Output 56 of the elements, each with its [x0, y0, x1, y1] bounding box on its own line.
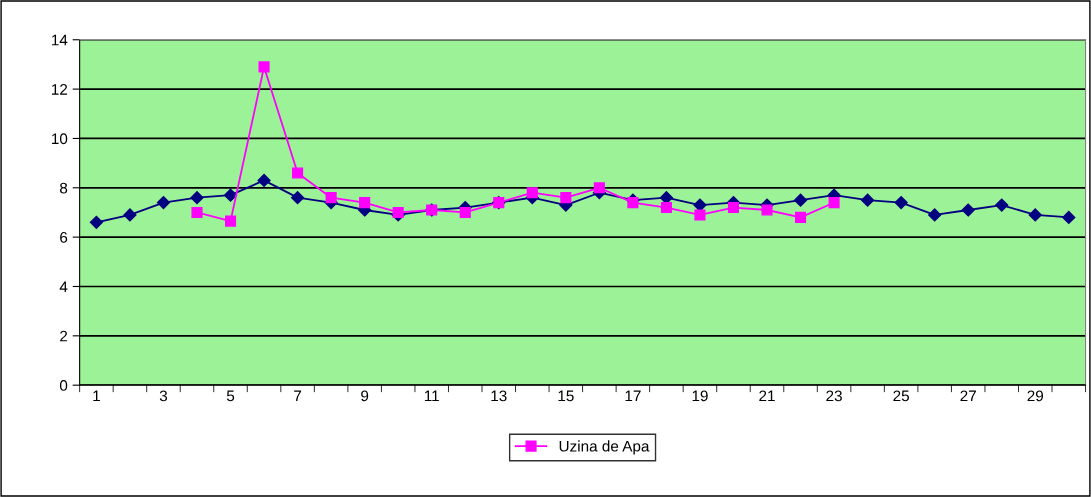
point — [156, 196, 171, 210]
point — [928, 208, 942, 222]
y-tick-label: 14 — [52, 34, 68, 46]
point — [894, 196, 908, 210]
x-tick-label: 11 — [424, 390, 439, 402]
point — [593, 182, 605, 194]
x-tick-label: 21 — [759, 390, 775, 402]
point — [627, 197, 639, 209]
x-tick-label: 17 — [625, 390, 641, 402]
x-tick-label: 19 — [692, 390, 708, 402]
point — [459, 206, 471, 219]
point — [828, 197, 840, 209]
point — [123, 208, 137, 222]
point — [359, 197, 371, 209]
x-tick-label: 5 — [226, 390, 235, 402]
y-tick-label: 0 — [59, 380, 68, 391]
y-tick-label: 6 — [60, 232, 68, 243]
point — [89, 215, 103, 229]
x-tick-label: 29 — [1027, 390, 1044, 402]
point — [1062, 210, 1076, 224]
point — [861, 193, 875, 207]
point — [223, 188, 238, 202]
point — [660, 201, 672, 214]
point — [190, 191, 204, 205]
point — [526, 187, 538, 199]
point — [761, 204, 773, 216]
y-tick-label: 4 — [59, 281, 68, 293]
x-tick-label: 9 — [361, 390, 369, 402]
point — [961, 203, 975, 217]
x-tick-label: 15 — [558, 390, 574, 402]
x-tick-label: 13 — [491, 390, 507, 402]
x-tick-label: 3 — [159, 390, 168, 402]
point — [325, 192, 337, 204]
point — [291, 191, 305, 205]
point — [258, 61, 270, 73]
point — [292, 167, 304, 179]
point — [1028, 208, 1042, 222]
x-tick-label: 7 — [294, 390, 302, 402]
point — [224, 215, 237, 227]
x-tick-label: 27 — [960, 390, 976, 402]
y-tick-label: 12 — [52, 83, 68, 95]
point — [794, 211, 807, 223]
x-tick-label: 23 — [826, 390, 842, 402]
y-tick-label: 10 — [52, 133, 68, 145]
x-tick-label: 1 — [93, 390, 100, 402]
point — [694, 209, 706, 221]
point — [727, 201, 740, 214]
y-tick-label: 8 — [60, 182, 68, 194]
point — [191, 206, 203, 219]
point — [793, 193, 808, 207]
y-tick-label: 2 — [60, 330, 68, 342]
point — [257, 173, 271, 187]
point — [995, 198, 1009, 212]
legend-label: Uzina de Apa — [559, 440, 650, 455]
point — [560, 192, 572, 204]
x-tick-label: 25 — [893, 390, 909, 402]
